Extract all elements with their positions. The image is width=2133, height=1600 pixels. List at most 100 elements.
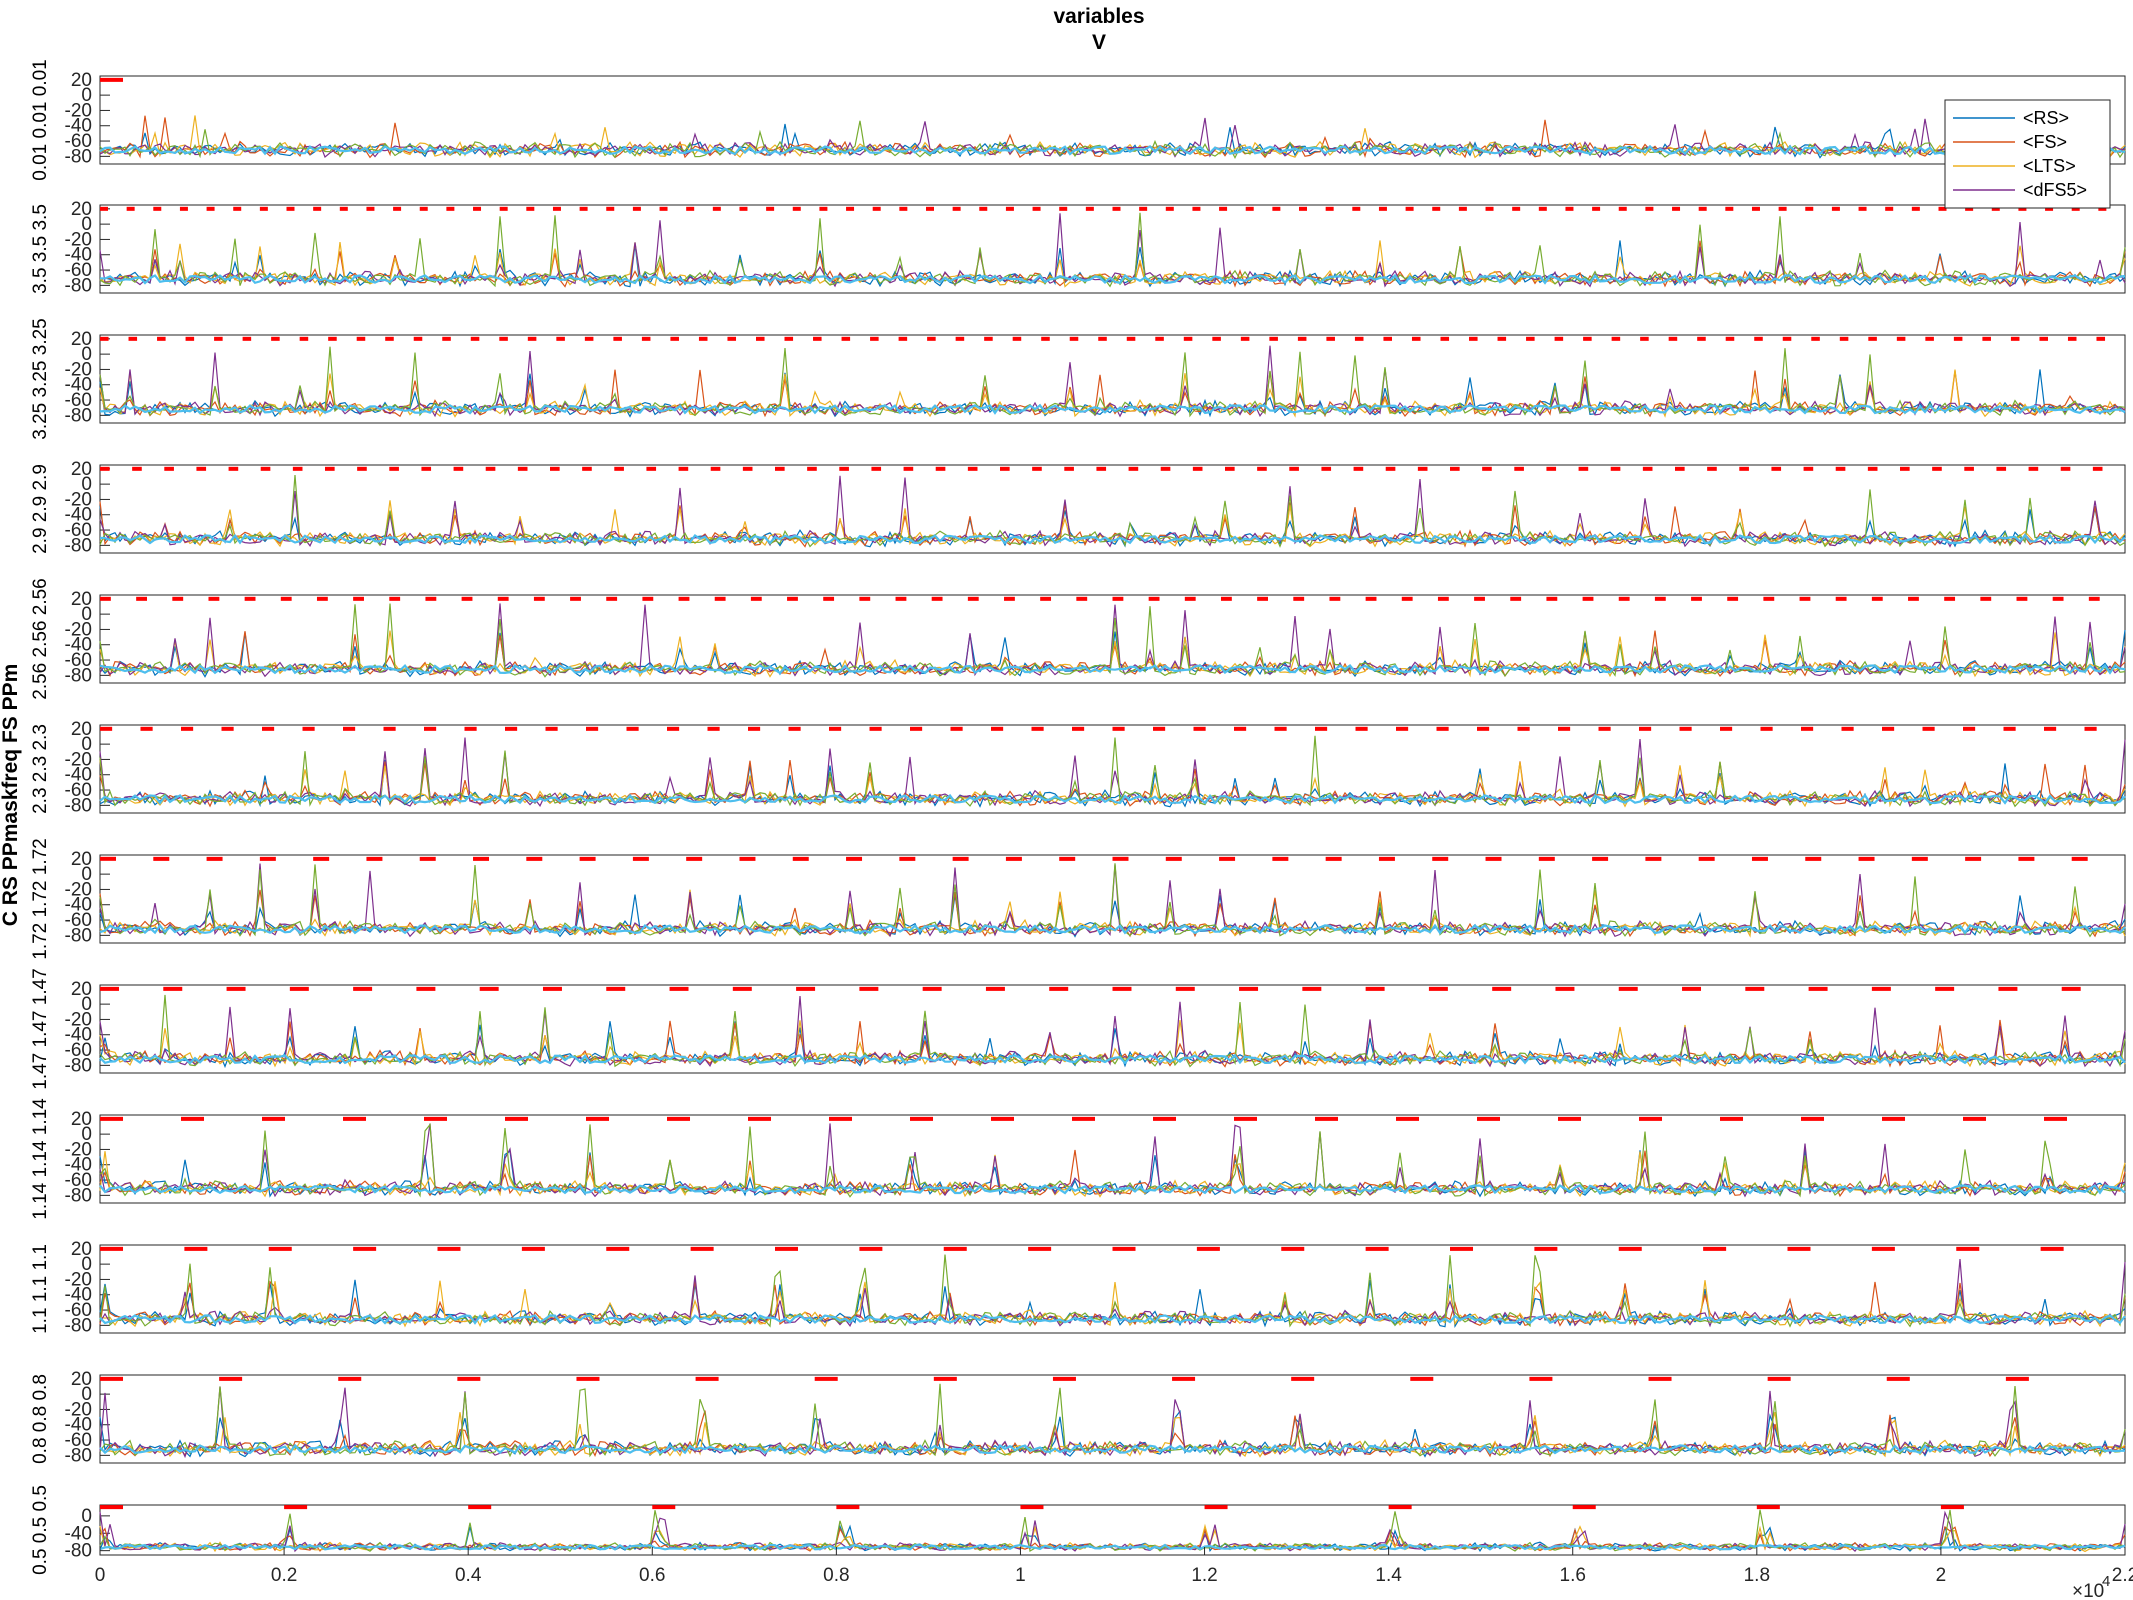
trace-cyan xyxy=(99,1183,2126,1195)
y-tick-label: 0 xyxy=(81,1124,92,1145)
trace-cyan xyxy=(99,793,2126,805)
legend: <RS> <FS> <LTS> <dFS5> xyxy=(1944,99,2111,209)
legend-entry: <dFS5> xyxy=(2023,180,2087,200)
y-tick-label: 20 xyxy=(71,849,92,870)
y-tick-label: 20 xyxy=(71,589,92,610)
y-tick-label: -80 xyxy=(65,1185,92,1206)
y-tick-label: -60 xyxy=(65,650,92,671)
y-tick-label: -20 xyxy=(65,879,92,900)
y-tick-label: -40 xyxy=(65,1155,92,1176)
x-tick-label: 1.2 xyxy=(1191,1565,1217,1586)
panel-row-label: 0.8 0.8 0.8 xyxy=(30,1374,51,1464)
panel-2: 200-20-40-60-80 3.5 3.5 3.5 xyxy=(30,199,2126,296)
trace-green xyxy=(99,603,2126,678)
x-tick-label: 0.8 xyxy=(823,1565,849,1586)
panel-row-label: 0.01 0.01 0.01 xyxy=(30,59,51,181)
y-tick-label: -40 xyxy=(65,1285,92,1306)
panel-row-label: 2.9 2.9 2.9 xyxy=(30,464,51,554)
panel-9: 200-20-40-60-80 1.14 1.14 1.14 xyxy=(30,1098,2126,1220)
y-tick-label: -40 xyxy=(65,245,92,266)
panel-row-label: 1.72 1.72 1.72 xyxy=(30,838,51,960)
y-tick-label: -20 xyxy=(65,749,92,770)
y-tick-label: 20 xyxy=(71,1369,92,1390)
y-tick-label: 0 xyxy=(81,734,92,755)
panels-group: 200-20-40-60-800.01 0.01 0.01200-20-40-6… xyxy=(30,59,2126,1575)
panel-row-label: 3.25 3.25 3.25 xyxy=(30,318,51,440)
trace-lts xyxy=(99,1020,2126,1068)
trace-cyan xyxy=(99,533,2126,545)
y-tick-label: -80 xyxy=(65,146,92,167)
panel-row-label: 2.56 2.56 2.56 xyxy=(30,578,51,700)
trace-cyan xyxy=(99,663,2126,675)
panel-12: 0-40-80 0.5 0.5 0.5 xyxy=(30,1485,2126,1575)
y-tick-label: -80 xyxy=(65,1315,92,1336)
trace-cyan xyxy=(99,1313,2126,1325)
y-tick-label: -40 xyxy=(65,1415,92,1436)
y-tick-label: -20 xyxy=(65,359,92,380)
y-tick-label: -20 xyxy=(65,229,92,250)
panel-row-label: 1.14 1.14 1.14 xyxy=(30,1098,51,1220)
y-tick-label: 0 xyxy=(81,474,92,495)
y-tick-label: -60 xyxy=(65,910,92,931)
y-tick-label: -20 xyxy=(65,1399,92,1420)
x-tick-label: 0.4 xyxy=(455,1565,482,1586)
y-tick-label: 0 xyxy=(81,1254,92,1275)
y-tick-label: 0 xyxy=(81,85,92,106)
trace-rs xyxy=(99,1279,2126,1328)
y-tick-label: -60 xyxy=(65,1040,92,1061)
y-tick-label: -60 xyxy=(65,1170,92,1191)
panel-5: 200-20-40-60-80 2.56 2.56 2.56 xyxy=(30,578,2126,700)
trace-cyan xyxy=(99,1443,2125,1455)
y-tick-label: 20 xyxy=(71,1109,92,1130)
trace-cyan xyxy=(99,1543,2126,1551)
y-tick-label: -40 xyxy=(65,505,92,526)
legend-entry: <LTS> xyxy=(2023,156,2076,176)
y-tick-label: 20 xyxy=(71,1239,92,1260)
panel-row-label: 3.5 3.5 3.5 xyxy=(30,204,51,294)
panel-3: 200-20-40-60-80 3.25 3.25 3.25 xyxy=(30,318,2126,440)
x-tick-label: 0.6 xyxy=(639,1565,665,1586)
y-tick-label: -80 xyxy=(65,1055,92,1076)
x-tick-label: 1.6 xyxy=(1560,1565,1586,1586)
y-tick-label: -20 xyxy=(65,1139,92,1160)
panel-row-label: 0.5 0.5 0.5 xyxy=(30,1485,51,1575)
trace-cyan xyxy=(99,1053,2126,1065)
y-tick-label: -80 xyxy=(65,665,92,686)
y-tick-label: 0 xyxy=(81,994,92,1015)
y-tick-label: 20 xyxy=(71,979,92,1000)
y-tick-label: -40 xyxy=(65,116,92,137)
left-y-label: C RS PPmaskfreq FS PPm xyxy=(0,664,22,927)
trace-cyan xyxy=(99,144,2126,156)
y-tick-label: 0 xyxy=(81,864,92,885)
panel-row-label: 1.1 1.1 1.1 xyxy=(30,1244,51,1334)
y-tick-label: -20 xyxy=(65,1269,92,1290)
panel-6: 200-20-40-60-80 2.3 2.3 2.3 xyxy=(30,719,2126,816)
y-tick-label: 0 xyxy=(81,214,92,235)
y-tick-label: 0 xyxy=(81,344,92,365)
y-tick-label: -80 xyxy=(65,925,92,946)
x-tick-label: 1.4 xyxy=(1375,1565,1402,1586)
y-tick-label: -20 xyxy=(65,1009,92,1030)
y-tick-label: -80 xyxy=(65,1541,92,1562)
panel-10: 200-20-40-60-80 1.1 1.1 1.1 xyxy=(30,1239,2126,1336)
y-tick-label: -40 xyxy=(65,1025,92,1046)
y-tick-label: -40 xyxy=(65,635,92,656)
y-tick-label: -20 xyxy=(65,619,92,640)
y-tick-label: -60 xyxy=(65,780,92,801)
y-tick-label: 20 xyxy=(71,329,92,350)
trace-green xyxy=(99,735,2126,808)
y-tick-label: -40 xyxy=(65,1523,92,1544)
y-tick-label: -60 xyxy=(65,390,92,411)
panel-1: 200-20-40-60-80 0.01 0.01 0.01 xyxy=(30,59,2126,181)
trace-dfs5 xyxy=(99,345,2126,418)
y-tick-label: -20 xyxy=(65,489,92,510)
x-tick-label: 0.2 xyxy=(271,1565,297,1586)
y-tick-label: -40 xyxy=(65,375,92,396)
trace-green xyxy=(99,475,2126,548)
y-tick-label: -40 xyxy=(65,895,92,916)
y-tick-label: 20 xyxy=(71,719,92,740)
panel-11: 200-20-40-60-80 0.8 0.8 0.8 xyxy=(30,1369,2126,1466)
legend-entry: <FS> xyxy=(2023,132,2067,152)
y-tick-label: -60 xyxy=(65,1430,92,1451)
